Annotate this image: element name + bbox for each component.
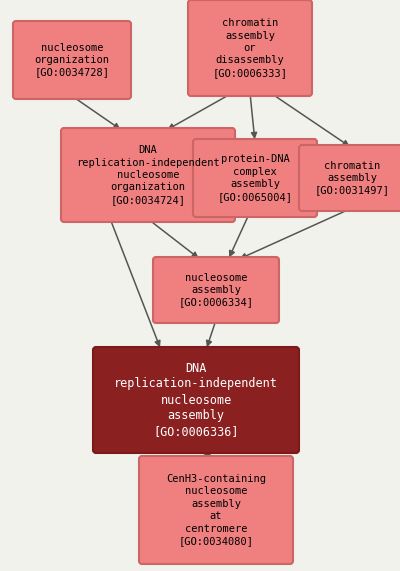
Text: CenH3-containing
nucleosome
assembly
at
centromere
[GO:0034080]: CenH3-containing nucleosome assembly at …: [166, 474, 266, 546]
Text: nucleosome
organization
[GO:0034728]: nucleosome organization [GO:0034728]: [34, 43, 110, 78]
Text: DNA
replication-independent
nucleosome
organization
[GO:0034724]: DNA replication-independent nucleosome o…: [76, 145, 220, 205]
FancyBboxPatch shape: [299, 145, 400, 211]
FancyBboxPatch shape: [188, 0, 312, 96]
FancyBboxPatch shape: [61, 128, 235, 222]
FancyBboxPatch shape: [139, 456, 293, 564]
Text: chromatin
assembly
or
disassembly
[GO:0006333]: chromatin assembly or disassembly [GO:00…: [212, 18, 288, 78]
Text: chromatin
assembly
[GO:0031497]: chromatin assembly [GO:0031497]: [314, 160, 390, 195]
FancyBboxPatch shape: [13, 21, 131, 99]
FancyBboxPatch shape: [153, 257, 279, 323]
FancyBboxPatch shape: [93, 347, 299, 453]
Text: DNA
replication-independent
nucleosome
assembly
[GO:0006336]: DNA replication-independent nucleosome a…: [114, 361, 278, 439]
Text: protein-DNA
complex
assembly
[GO:0065004]: protein-DNA complex assembly [GO:0065004…: [218, 154, 292, 202]
FancyBboxPatch shape: [193, 139, 317, 217]
Text: nucleosome
assembly
[GO:0006334]: nucleosome assembly [GO:0006334]: [178, 272, 254, 307]
